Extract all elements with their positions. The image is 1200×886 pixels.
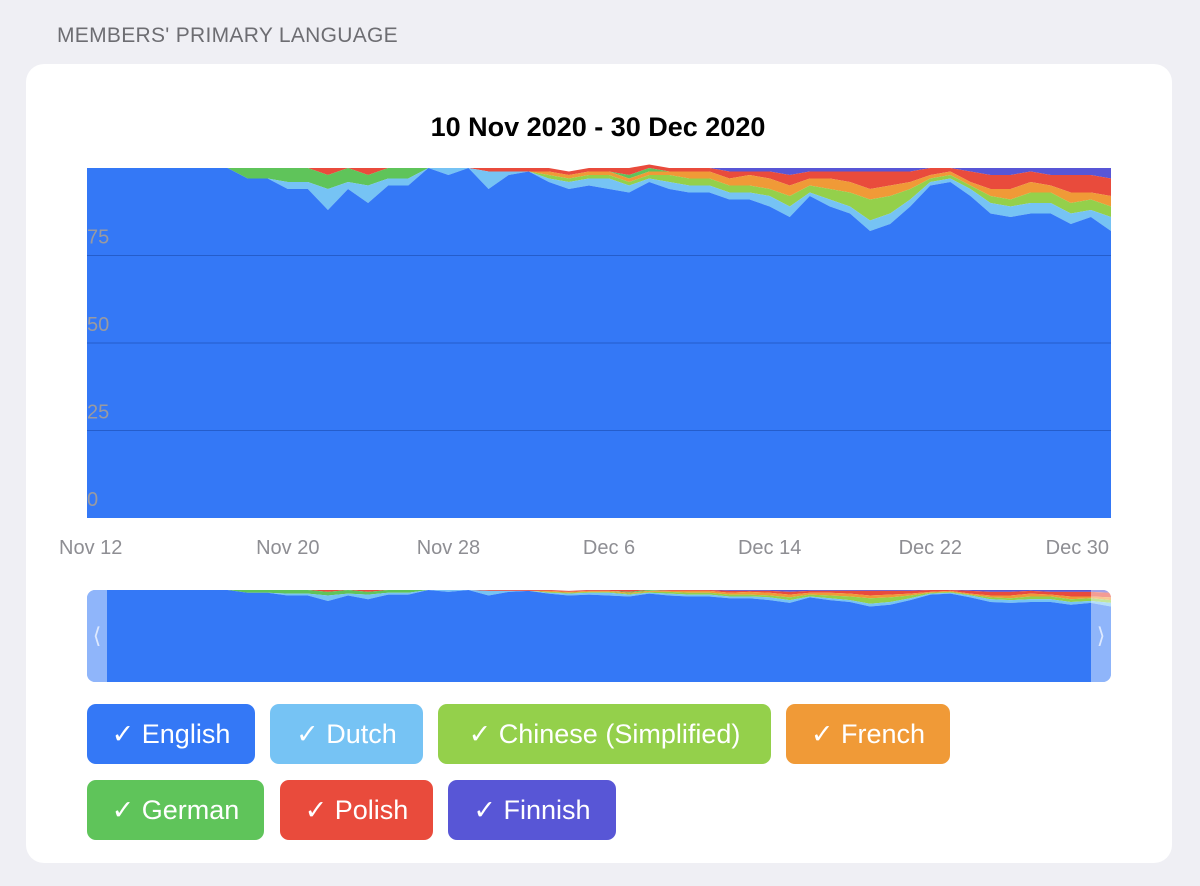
main-area-english — [87, 168, 1111, 518]
legend-dutch[interactable]: ✓ Dutch — [270, 704, 423, 764]
x-tick-label: Nov 12 — [59, 537, 122, 559]
main-area-german — [87, 168, 1111, 196]
navigator-area-french — [87, 590, 1111, 601]
navigator-area-chinese-simplified — [87, 590, 1111, 604]
main-area-french — [87, 168, 1111, 207]
main-area-polish — [87, 164, 1111, 196]
main-area-dutch — [87, 168, 1111, 231]
legend-french[interactable]: ✓ French — [786, 704, 950, 764]
legend-english[interactable]: ✓ English — [87, 704, 255, 764]
legend-chinese-simplified[interactable]: ✓ Chinese (Simplified) — [438, 704, 771, 764]
chevron-right-icon: ⟩ — [1096, 623, 1106, 648]
section-title: MEMBERS' PRIMARY LANGUAGE — [57, 24, 398, 47]
legend-german[interactable]: ✓ German — [87, 780, 264, 840]
chevron-left-icon: ⟨ — [92, 623, 102, 648]
y-tick-label: 25 — [87, 402, 109, 424]
x-tick-label: Dec 6 — [583, 537, 635, 559]
main-area-finnish — [87, 164, 1111, 179]
x-tick-label: Nov 28 — [417, 537, 480, 559]
navigator-right-handle[interactable]: ⟩ — [1091, 590, 1111, 682]
legend-finnish[interactable]: ✓ Finnish — [448, 780, 616, 840]
x-tick-label: Dec 14 — [738, 537, 801, 559]
y-tick-label: 0 — [87, 489, 98, 511]
navigator-area-polish — [87, 590, 1111, 598]
legend-polish[interactable]: ✓ Polish — [280, 780, 433, 840]
navigator-left-handle[interactable]: ⟨ — [87, 590, 107, 682]
y-tick-label: 75 — [87, 227, 109, 249]
navigator-area-english — [87, 590, 1111, 682]
chart-title: 10 Nov 2020 - 30 Dec 2020 — [430, 112, 766, 142]
y-tick-label: 50 — [87, 314, 109, 336]
navigator-area-dutch — [87, 590, 1111, 607]
x-tick-label: Dec 30 — [1046, 537, 1109, 559]
navigator-areas — [87, 590, 1111, 682]
x-axis-ticks: Nov 12 Nov 20 Nov 28 Dec 6 Dec 14 Dec 22 Dec 3… — [59, 537, 1109, 559]
x-tick-label: Dec 22 — [899, 537, 962, 559]
main-plot-areas — [87, 164, 1111, 518]
navigator-area-german — [87, 590, 1111, 598]
y-axis-ticks: 0 25 50 75 — [87, 227, 109, 512]
grid-lines — [87, 255, 1111, 431]
x-tick-label: Nov 20 — [256, 537, 319, 559]
main-area-chinese-simplified — [87, 168, 1111, 221]
